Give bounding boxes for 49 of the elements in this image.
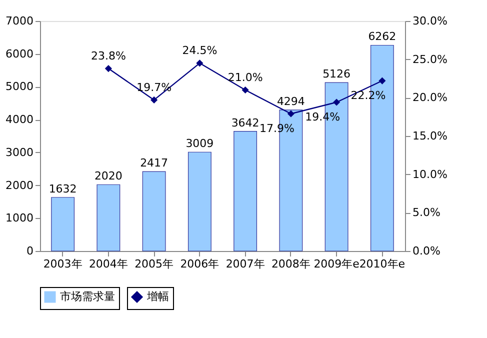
x-tick-label: 2008年 — [271, 258, 310, 270]
x-tick-label: 2003年 — [43, 258, 82, 270]
data-label: 3009 — [186, 137, 214, 150]
y-tick-label: 1000 — [6, 212, 34, 225]
data-label: 3642 — [231, 116, 260, 130]
x-tick-label: 2005年 — [134, 258, 174, 270]
data-label: 5126 — [322, 68, 351, 81]
y2-tick-label: 15.0% — [412, 130, 448, 142]
y2-tick-label: 5.0% — [412, 206, 440, 220]
data-label: 6262 — [368, 30, 396, 44]
y-tick-label: 5000 — [6, 80, 34, 94]
bar — [188, 152, 212, 252]
data-label: 2417 — [140, 156, 168, 170]
data-label: 19.7% — [136, 80, 172, 94]
y-tick-label: 4000 — [6, 113, 34, 126]
x-tick-label: 2007年 — [226, 258, 265, 270]
y2-tick-label: 10.0% — [412, 168, 448, 181]
x-tick-label: 2006年 — [180, 258, 220, 270]
x-tick-label: 2010年e — [359, 258, 406, 270]
point — [333, 98, 340, 106]
point — [104, 64, 112, 72]
bar — [142, 171, 166, 252]
point — [378, 77, 386, 84]
y2-tick-label: 30.0% — [412, 14, 448, 28]
data-label: 1632 — [48, 182, 77, 196]
y-tick-label: 7000 — [6, 14, 34, 28]
legend-label: 市场需求量 — [60, 290, 115, 303]
y-tick-label: 3000 — [6, 146, 34, 159]
y-tick-label: 2000 — [6, 178, 34, 192]
data-label: 24.5% — [182, 44, 218, 58]
bar — [51, 197, 75, 252]
bar — [234, 131, 258, 252]
point — [242, 86, 249, 94]
point — [287, 110, 294, 118]
legend-label: 增幅 — [146, 290, 169, 303]
point — [196, 60, 204, 67]
data-label: 23.8% — [90, 50, 126, 63]
x-tick-label: 2009年e — [314, 258, 360, 270]
y2-tick-label: 0.0% — [412, 244, 440, 258]
x-tick-label: 2004年 — [88, 258, 128, 270]
y-tick-label: 6000 — [6, 47, 34, 60]
y-tick-label: 0 — [26, 244, 34, 258]
point — [150, 96, 158, 104]
data-label: 2020 — [94, 170, 122, 183]
data-label: 4294 — [276, 94, 305, 108]
data-label: 21.0% — [228, 71, 263, 84]
y2-tick-label: 20.0% — [412, 91, 448, 104]
bar — [96, 184, 120, 252]
y2-tick-label: 25.0% — [412, 52, 448, 66]
